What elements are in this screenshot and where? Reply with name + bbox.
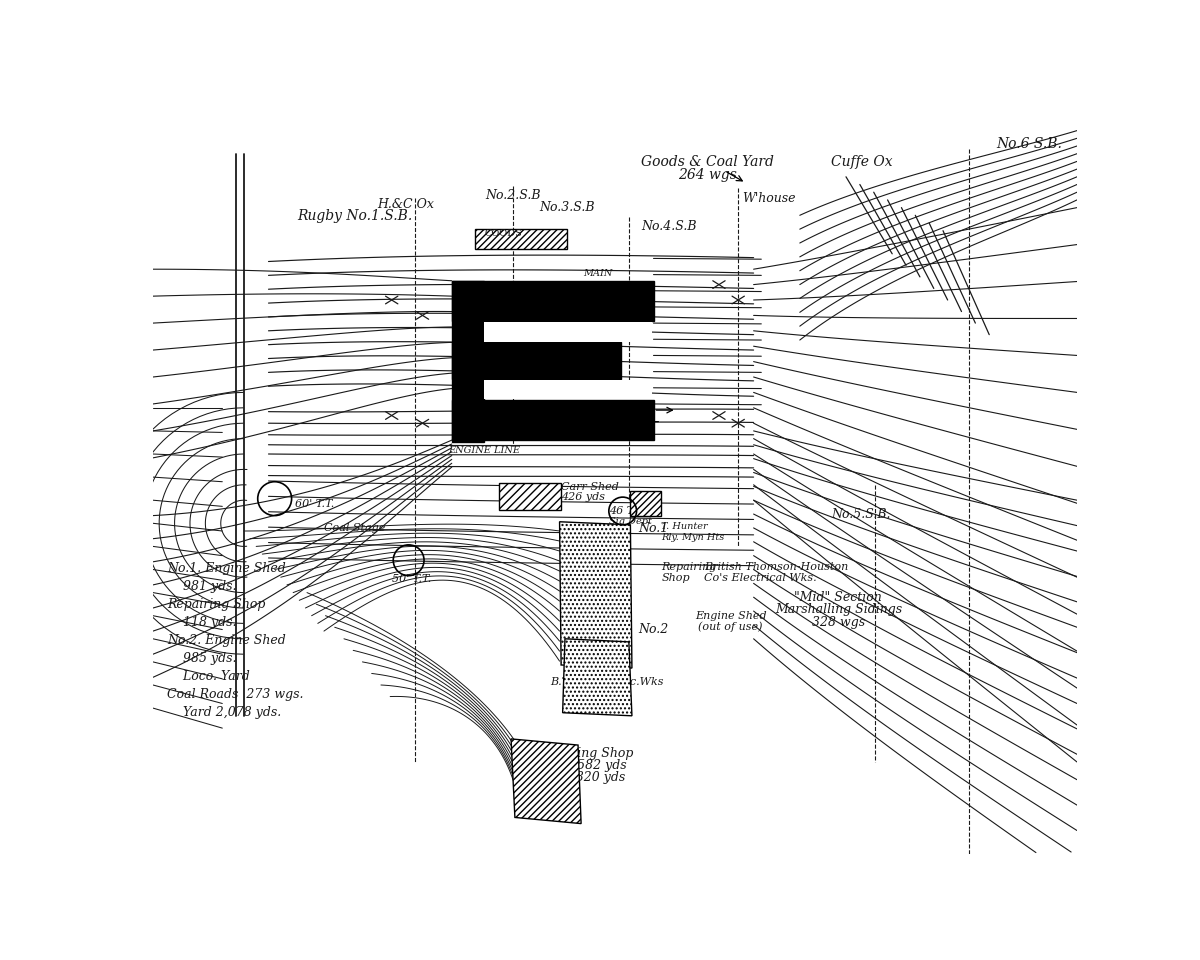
Bar — [475, 229, 568, 250]
Text: Yard 820 yds: Yard 820 yds — [544, 771, 625, 784]
Bar — [451, 280, 654, 321]
Text: ENGINE LINE: ENGINE LINE — [448, 446, 520, 455]
Text: T. Hunter: T. Hunter — [661, 522, 708, 531]
Text: "Mid" Section: "Mid" Section — [794, 591, 882, 604]
Text: 426 yds: 426 yds — [562, 492, 605, 502]
Polygon shape — [563, 638, 632, 716]
Text: No.1: No.1 — [638, 522, 668, 535]
Text: Sig Dept: Sig Dept — [608, 517, 652, 526]
Polygon shape — [559, 522, 632, 668]
Text: COODS: COODS — [485, 229, 522, 238]
Text: Rugby No.1.S.B.: Rugby No.1.S.B. — [298, 209, 413, 223]
Text: Coal Stage: Coal Stage — [324, 523, 385, 534]
Text: 50' T.T.: 50' T.T. — [391, 574, 431, 584]
Text: Cuffe Ox: Cuffe Ox — [830, 156, 893, 169]
Text: No.2.S.B: No.2.S.B — [486, 189, 541, 203]
Text: Shop 582 yds: Shop 582 yds — [541, 759, 628, 772]
Text: 46 T.T.: 46 T.T. — [608, 506, 646, 516]
Text: British Thomson-Houston: British Thomson-Houston — [704, 562, 848, 572]
Text: Marshalling Sidings: Marshalling Sidings — [775, 604, 902, 616]
Text: MAIN: MAIN — [583, 269, 613, 278]
Text: Shop: Shop — [661, 572, 690, 583]
Text: (out of use): (out of use) — [698, 622, 763, 633]
Bar — [451, 280, 484, 443]
Text: 60' T.T.: 60' T.T. — [295, 498, 335, 509]
Text: 328 wgs: 328 wgs — [811, 615, 865, 629]
Text: Repairing Shop: Repairing Shop — [535, 747, 634, 759]
Text: No.4.S.B: No.4.S.B — [641, 220, 697, 233]
Text: Goods & Coal Yard: Goods & Coal Yard — [641, 156, 774, 169]
Polygon shape — [511, 739, 581, 824]
Text: GOODS: GOODS — [511, 429, 550, 439]
Text: B.T.H Co's Elec.Wks: B.T.H Co's Elec.Wks — [551, 678, 664, 687]
Bar — [451, 343, 622, 379]
Text: Carr Shed: Carr Shed — [562, 482, 619, 492]
Text: H.&C Ox: H.&C Ox — [377, 199, 434, 211]
Text: Repairing: Repairing — [661, 562, 716, 572]
Bar — [484, 380, 652, 399]
Text: W'house: W'house — [743, 192, 796, 205]
Bar — [630, 491, 661, 516]
Text: MAIN: MAIN — [516, 416, 545, 424]
Bar — [451, 400, 654, 440]
Text: No.6 S.B.: No.6 S.B. — [996, 136, 1062, 151]
Bar — [484, 322, 652, 342]
Text: 264 wgs: 264 wgs — [678, 168, 737, 181]
Text: Rly. Myn Hts: Rly. Myn Hts — [661, 533, 725, 541]
Text: No.3.S.B: No.3.S.B — [540, 202, 595, 214]
Text: No.5.S.B.: No.5.S.B. — [832, 508, 892, 521]
Text: No.2: No.2 — [638, 623, 668, 636]
Text: No.1. Engine Shed
    981 yds.
Repairing Shop
    118 yds.
No.2. Engine Shed
   : No.1. Engine Shed 981 yds. Repairing Sho… — [167, 562, 304, 719]
Text: Co's Electrical Wks.: Co's Electrical Wks. — [704, 572, 817, 583]
Bar — [499, 483, 562, 510]
Text: Engine Shed: Engine Shed — [695, 612, 767, 621]
